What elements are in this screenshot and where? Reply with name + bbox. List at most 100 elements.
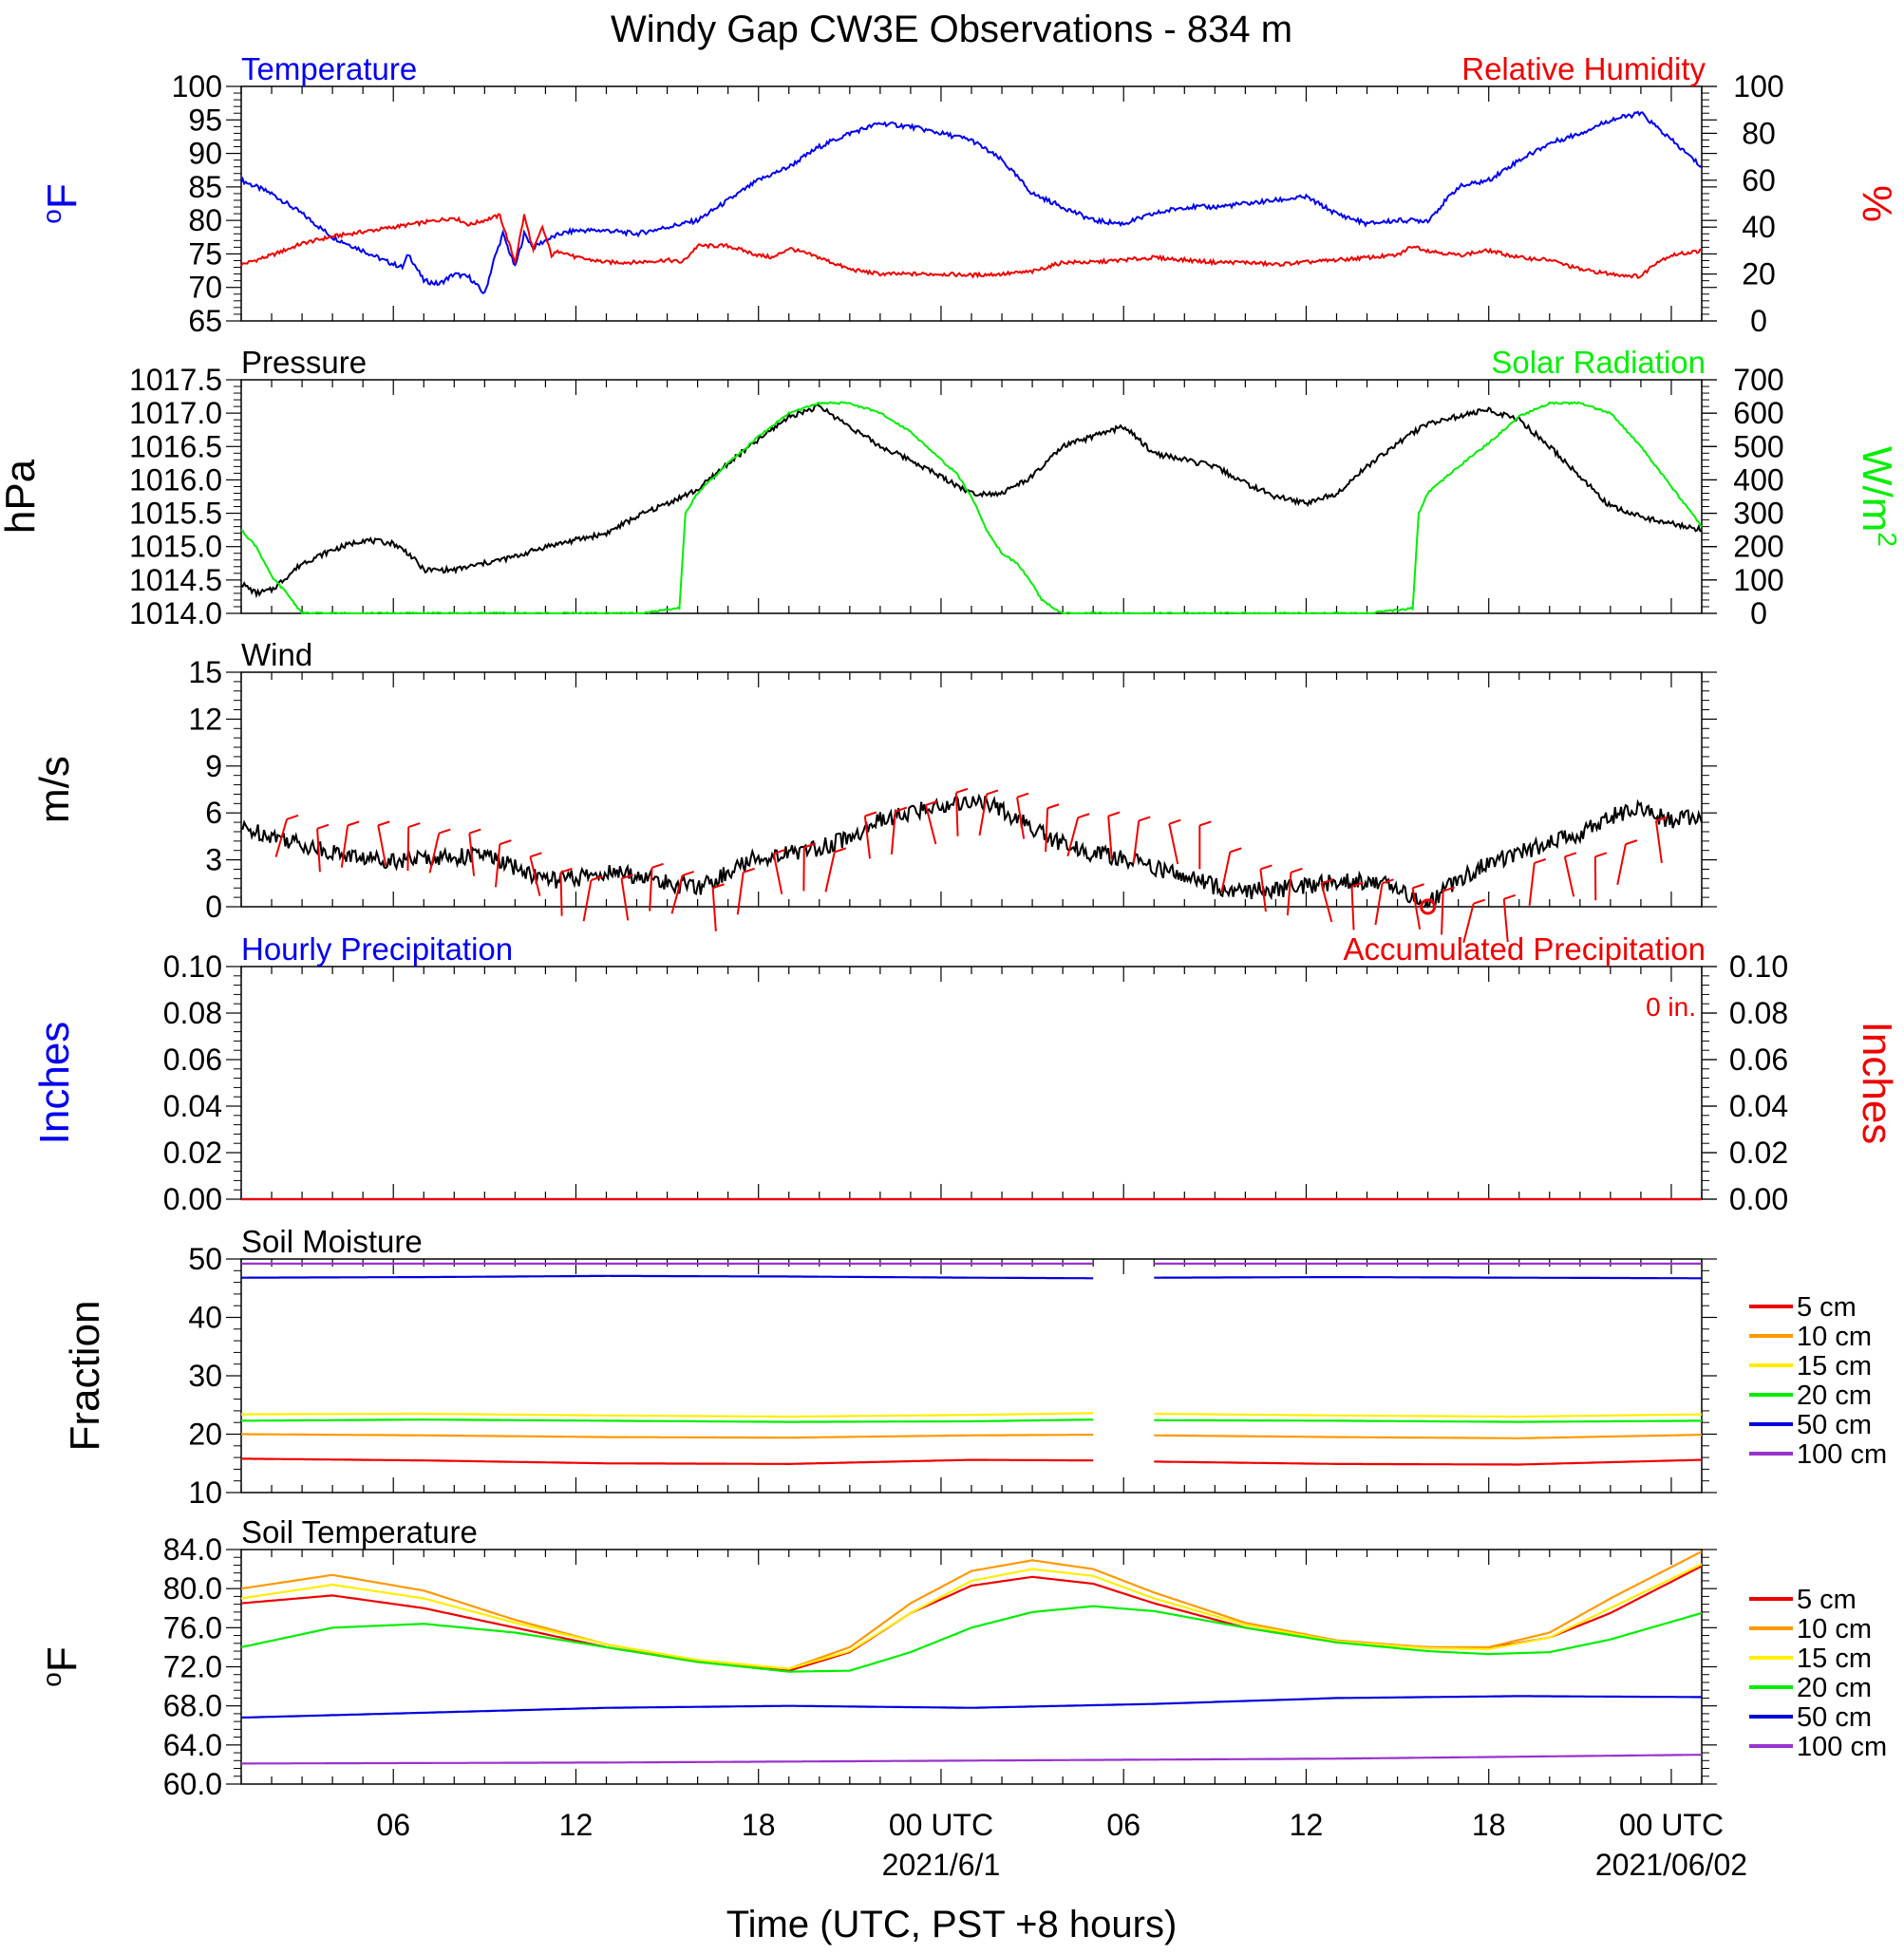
wind-barb — [340, 825, 349, 868]
panel-title-left: Wind — [241, 637, 312, 672]
wind-barb — [529, 856, 541, 896]
wind-barb — [559, 872, 563, 916]
series-line-soil_moisture-50cm — [241, 1274, 1094, 1280]
y-tick-label-right: 400 — [1733, 462, 1783, 497]
y-tick-label-left: 75 — [188, 236, 222, 271]
wind-barb-flag — [468, 828, 481, 835]
panel-title-left: Soil Moisture — [241, 1224, 423, 1259]
series-line-soil_temp-100cm — [241, 1754, 1703, 1765]
wind-barb-flag — [438, 828, 451, 835]
precip-total-annotation: 0 in. — [1646, 992, 1696, 1022]
wind-barb — [772, 853, 783, 894]
series-line-soil_moisture-5cm — [1154, 1458, 1702, 1466]
y-tick-label-right: 500 — [1733, 429, 1783, 463]
panel-temp_rh: 65707580859095100020406080100Temperature… — [37, 51, 1900, 338]
wind-barb-flag — [1534, 857, 1547, 864]
wind-barb-flag — [864, 811, 877, 817]
wind-barb-flag — [377, 820, 390, 827]
panel-title-right: Solar Radiation — [1491, 345, 1706, 380]
legend-label: 5 cm — [1797, 1585, 1857, 1615]
wind-barb — [978, 794, 989, 836]
wind-barb-flag — [1564, 852, 1577, 858]
y-tick-label-right: 200 — [1733, 530, 1783, 564]
legend-label: 10 cm — [1797, 1322, 1872, 1352]
y-axis-label-left: Fraction — [62, 1301, 108, 1452]
y-tick-label-left: 0.02 — [163, 1136, 222, 1170]
x-tick-label: 12 — [559, 1808, 594, 1842]
wind-barb — [316, 828, 321, 873]
wind-barb-flag — [1046, 803, 1060, 810]
panels: 65707580859095100020406080100Temperature… — [0, 51, 1902, 1801]
y-tick-label-left: 65 — [188, 304, 222, 338]
x-tick-label: 06 — [376, 1808, 410, 1842]
panel-title-right: Relative Humidity — [1461, 51, 1706, 86]
series-line-soil_temp-50cm — [240, 1695, 1702, 1719]
series-line-soil_moisture-10cm — [241, 1433, 1094, 1439]
y-tick-label-right: 0.04 — [1729, 1089, 1788, 1123]
wind-barb — [1320, 883, 1333, 923]
series-line-soil_temp-20cm — [240, 1605, 1703, 1673]
y-tick-label-left: 0 — [205, 890, 222, 924]
y-tick-label-left: 30 — [188, 1359, 222, 1393]
wind-barb-flag — [1016, 792, 1029, 799]
y-tick-label-right: 0.10 — [1729, 949, 1788, 984]
series-line-soil_moisture-5cm — [240, 1457, 1094, 1466]
series-line-soil_moisture-10cm — [1154, 1434, 1703, 1439]
wind-barb — [1616, 843, 1627, 885]
y-tick-label-left: 68.0 — [163, 1689, 222, 1723]
y-axis-label-left: m/s — [31, 756, 78, 823]
series-line-pressure_solar-1 — [240, 401, 1703, 615]
wind-barb-flag — [895, 806, 908, 813]
x-date-label: 2021/6/1 — [882, 1848, 1001, 1882]
wind-barb-flag — [803, 842, 817, 849]
wind-barb-flag — [621, 874, 633, 880]
wind-barb-flag — [1260, 864, 1272, 871]
y-tick-label-right: 600 — [1733, 396, 1783, 430]
wind-barb-flag — [530, 852, 542, 858]
wind-barb-flag — [773, 849, 786, 855]
wind-barb-flag — [1594, 852, 1608, 858]
legend-label: 20 cm — [1797, 1673, 1872, 1703]
legend-label: 50 cm — [1797, 1410, 1872, 1440]
y-tick-label-left: 1014.5 — [129, 563, 222, 597]
y-tick-label-right: 80 — [1742, 116, 1776, 150]
legend-label: 10 cm — [1797, 1614, 1872, 1644]
legend-label: 5 cm — [1797, 1292, 1857, 1323]
y-tick-label-left: 60.0 — [163, 1767, 222, 1801]
y-tick-label-left: 6 — [205, 796, 222, 830]
x-tick-label: 18 — [1472, 1808, 1506, 1842]
y-tick-label-left: 15 — [188, 655, 222, 689]
legend-label: 20 cm — [1797, 1381, 1872, 1411]
panel-title-left: Pressure — [241, 345, 367, 380]
y-tick-label-left: 0.08 — [163, 996, 222, 1030]
wind-barb — [863, 816, 872, 859]
y-tick-label-left: 0.10 — [163, 949, 222, 984]
wind-barb-flag — [1442, 886, 1455, 892]
wind-barb-flag — [925, 800, 938, 806]
wind-barb-flag — [1138, 816, 1151, 822]
wind-barb — [620, 878, 630, 921]
wind-barb — [670, 874, 684, 914]
y-axis-label-left: oF — [37, 183, 85, 223]
series-line-soil_moisture-15cm — [241, 1412, 1094, 1419]
y-tick-label-left: 1015.5 — [129, 497, 222, 531]
series-line-soil_moisture-50cm — [1154, 1275, 1702, 1280]
y-tick-label-left: 1017.0 — [129, 396, 222, 430]
calm-wind-marker — [1420, 898, 1437, 915]
wind-barb — [274, 818, 289, 857]
legend-label: 100 cm — [1797, 1439, 1887, 1470]
y-tick-label-right: 60 — [1742, 163, 1776, 197]
y-tick-label-left: 1016.0 — [129, 462, 222, 497]
wind-barb-flag — [743, 867, 756, 874]
series-line-soil_temp-15cm — [240, 1563, 1703, 1670]
panel-title-left: Temperature — [241, 51, 417, 86]
y-axis-label-right: % — [1854, 185, 1900, 222]
y-tick-label-left: 0.00 — [163, 1182, 222, 1216]
wind-barb — [1107, 816, 1113, 860]
y-tick-label-left: 0.04 — [163, 1089, 222, 1123]
y-tick-label-right: 0.08 — [1729, 996, 1788, 1030]
wind-barb — [1168, 823, 1179, 865]
wind-barb-flag — [1198, 820, 1212, 827]
